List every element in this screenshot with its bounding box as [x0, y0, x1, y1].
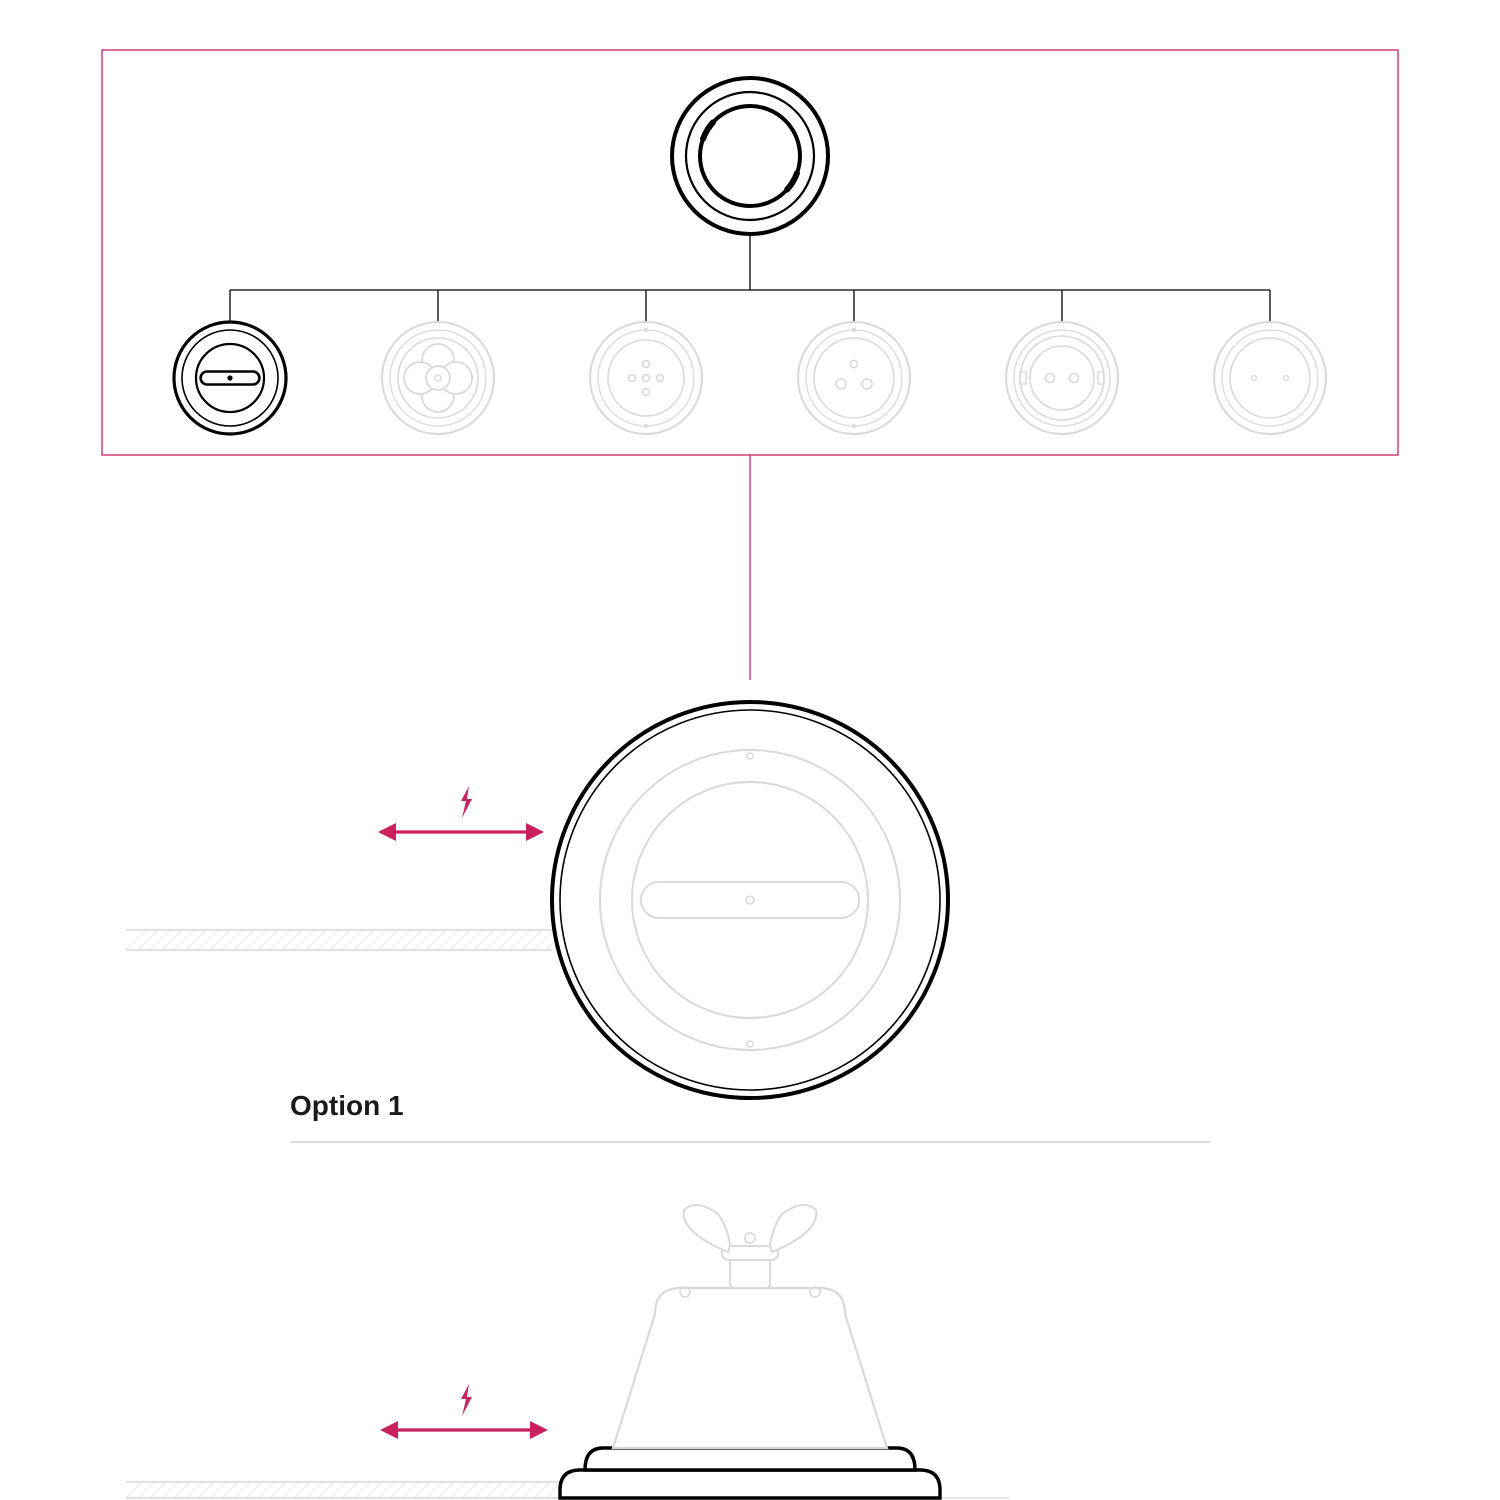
- child-socket_fr: [798, 322, 910, 434]
- child-socket_dots5: [590, 322, 702, 434]
- child-butterfly_knob: [382, 322, 494, 434]
- parent-socket: [672, 78, 828, 234]
- child-blank_disc: [1214, 322, 1326, 434]
- child-rotary_toggle[interactable]: [174, 322, 286, 434]
- side-view: [126, 1205, 1010, 1498]
- lightning-icon: [461, 1384, 472, 1416]
- side-view-knob: [684, 1205, 817, 1288]
- top-view-cable: [126, 930, 566, 950]
- lightning-icon: [461, 786, 472, 818]
- side-view-arrow: [380, 1384, 548, 1439]
- tree-connectors: [230, 234, 1270, 322]
- child-socket_eu: [1006, 322, 1118, 434]
- diagram-svg: [0, 0, 1500, 1500]
- side-view-base: [560, 1448, 940, 1498]
- top-view: [126, 702, 948, 1098]
- top-view-arrow: [378, 786, 544, 841]
- side-view-cable: [126, 1482, 574, 1498]
- diagram-canvas: Option 1: [0, 0, 1500, 1500]
- side-view-body: [613, 1287, 887, 1448]
- option-1-label: Option 1: [290, 1090, 404, 1122]
